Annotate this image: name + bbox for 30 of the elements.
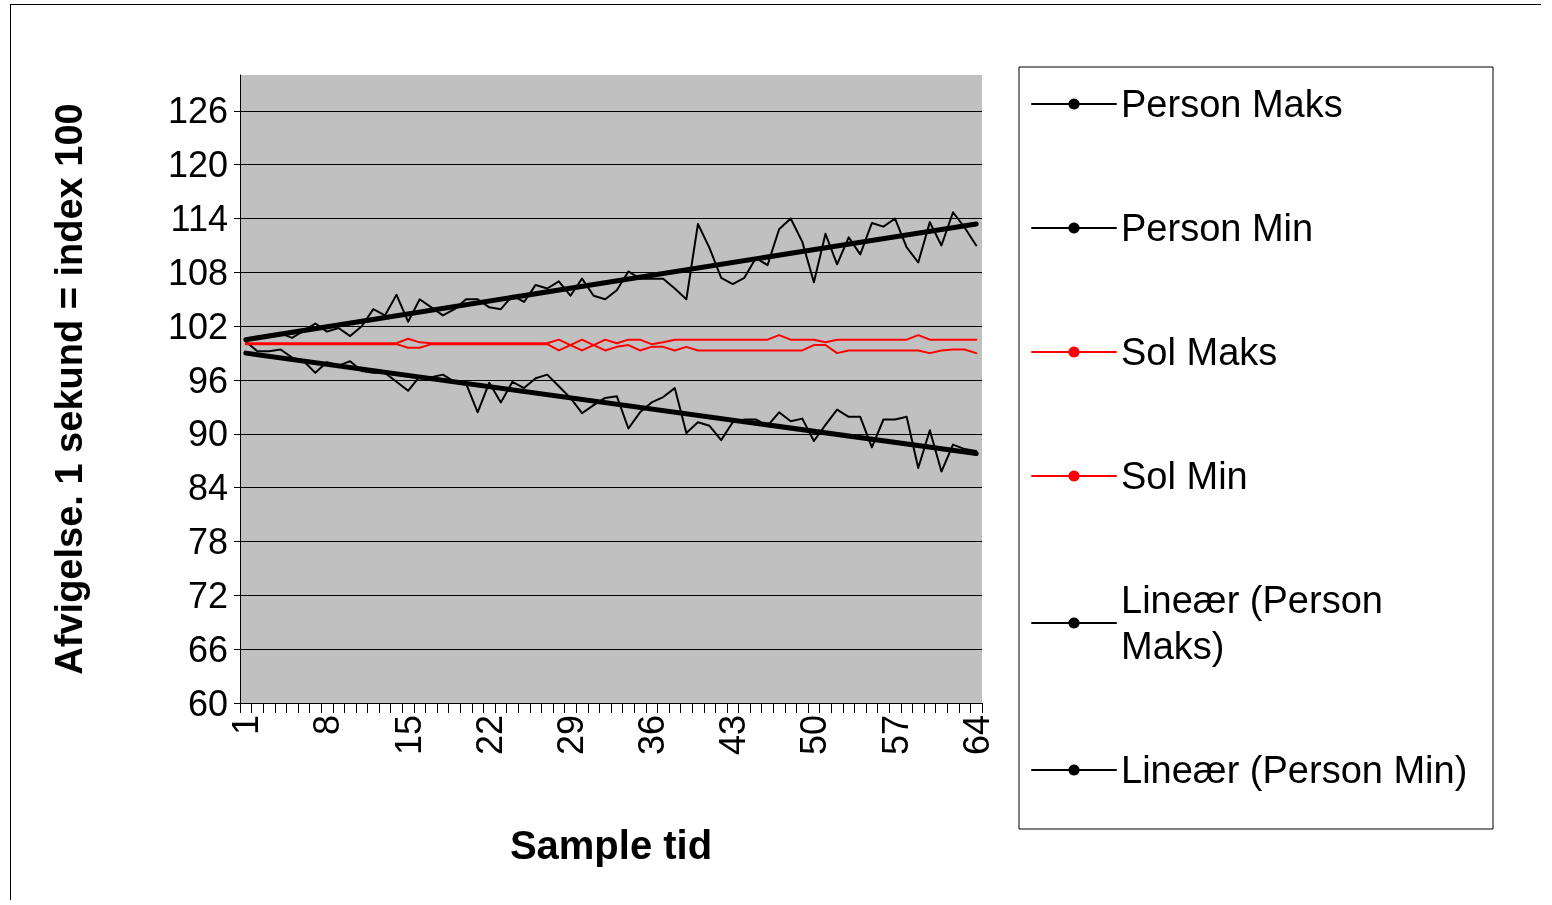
y-tick-label: 72 [187, 574, 228, 616]
y-tick-label: 66 [187, 628, 228, 670]
legend-label: Lineær (Person Min) [1121, 749, 1468, 791]
y-tick-label: 60 [187, 682, 228, 724]
x-tick-label: 43 [712, 715, 754, 756]
x-tick-label: 64 [955, 715, 997, 756]
legend-label: Person Min [1121, 207, 1314, 249]
legend-label: Lineær (Person Maks) [1121, 579, 1394, 667]
x-tick-label: 15 [387, 715, 429, 756]
x-tick-label: 57 [874, 715, 916, 756]
y-tick-label: 114 [170, 198, 228, 240]
legend-label: Sol Min [1121, 455, 1248, 497]
y-tick-label: 120 [167, 144, 228, 186]
legend-label: Person Maks [1121, 83, 1343, 125]
y-tick-label: 78 [187, 521, 228, 563]
x-tick-label: 1 [225, 715, 267, 736]
y-tick-label: 84 [187, 467, 228, 509]
y-axis-title: Afvigelse. 1 sekund = index 100 [48, 103, 90, 675]
y-tick-label: 96 [187, 359, 228, 401]
x-axis-title: Sample tid [509, 823, 713, 867]
y-tick-label: 102 [167, 305, 228, 347]
x-tick-label: 50 [793, 715, 835, 756]
x-tick-label: 22 [468, 715, 510, 756]
x-tick-label: 36 [631, 715, 673, 756]
y-tick-label: 108 [167, 251, 228, 293]
legend-label: Sol Maks [1121, 331, 1278, 373]
x-tick-label: 29 [549, 715, 591, 756]
x-tick-label: 8 [306, 715, 348, 736]
y-tick-label: 90 [187, 413, 228, 455]
y-tick-label: 126 [167, 90, 228, 132]
